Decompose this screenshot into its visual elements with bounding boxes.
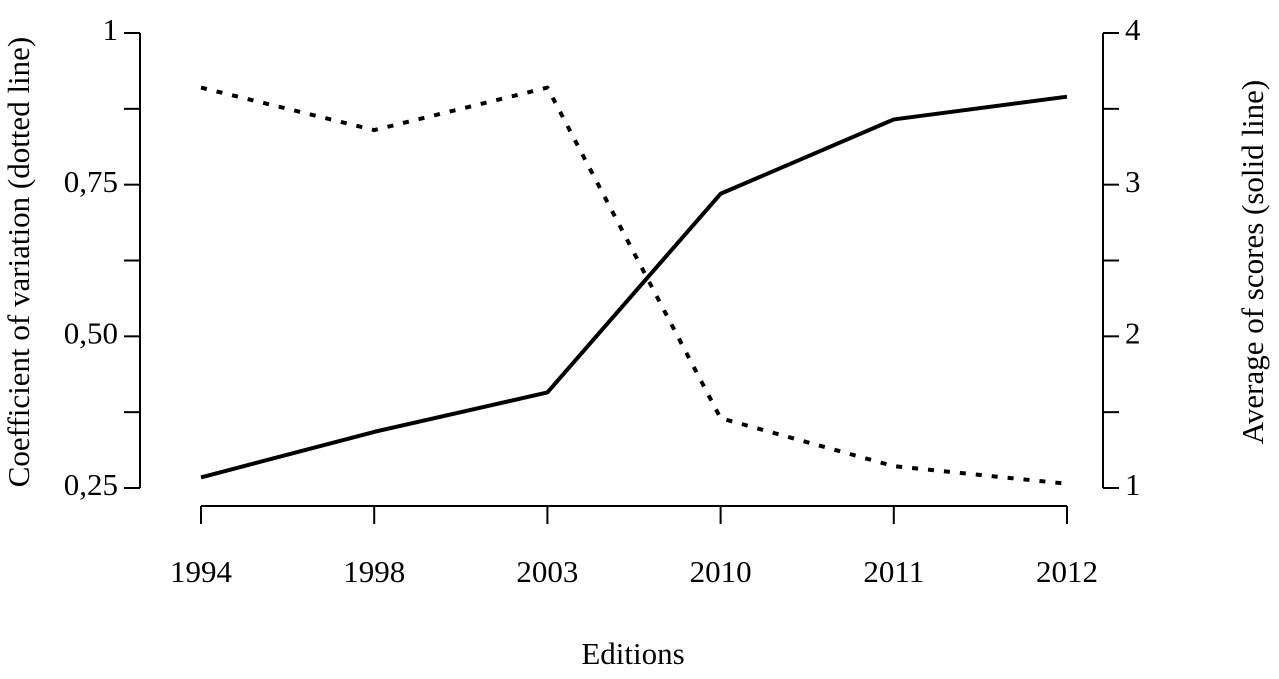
y2-tick-label: 3	[1125, 164, 1141, 199]
y2-tick-label: 1	[1125, 467, 1141, 502]
x-tick-label: 2010	[690, 554, 752, 589]
y-tick-label: 0,25	[64, 467, 118, 502]
y2-tick-label: 2	[1125, 315, 1141, 350]
y-tick-label: 0,75	[64, 164, 118, 199]
x-tick-label: 2003	[516, 554, 578, 589]
x-tick-label: 2012	[1036, 554, 1098, 589]
y2-axis-title: Average of scores (solid line)	[1235, 80, 1270, 444]
y-tick-label: 1	[103, 12, 119, 47]
x-tick-label: 1994	[170, 554, 233, 589]
x-tick-label: 1998	[343, 554, 405, 589]
y2-tick-label: 4	[1125, 12, 1141, 47]
series-line	[200, 85, 1068, 486]
x-tick-label: 2011	[863, 554, 924, 589]
y-tick-label: 0,50	[64, 315, 118, 350]
series-line	[200, 94, 1068, 480]
y-axis-title: Coefficient of variation (dotted line)	[1, 37, 36, 488]
x-axis-title: Editions	[581, 636, 684, 671]
